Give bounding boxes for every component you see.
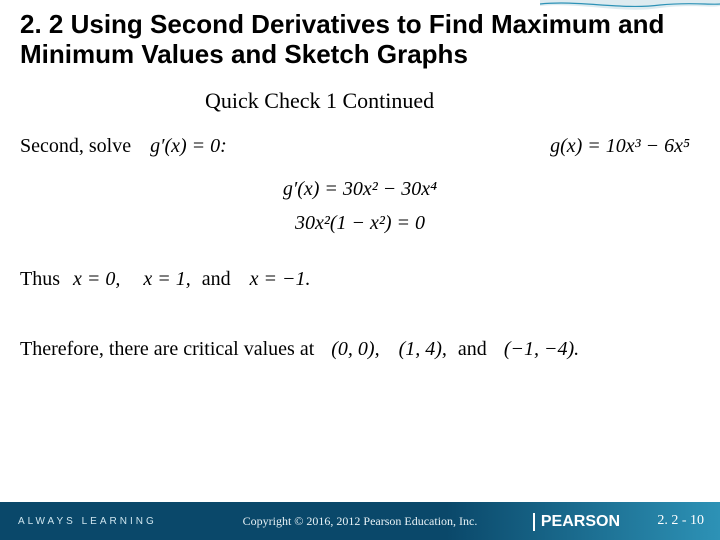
thus-and: and xyxy=(202,268,231,290)
footer-bar: ALWAYS LEARNING Copyright © 2016, 2012 P… xyxy=(0,502,720,540)
subtitle: Quick Check 1 Continued xyxy=(205,88,434,114)
always-learning-tagline: ALWAYS LEARNING xyxy=(0,516,157,527)
label-thus: Thus xyxy=(20,268,60,290)
label-second-solve: Second, solve xyxy=(20,135,131,157)
label-therefore: Therefore, there are critical values at xyxy=(20,338,314,360)
eq-definition: g(x) = 10x³ − 6x⁵ xyxy=(550,135,690,158)
pearson-logo: PEARSON xyxy=(533,513,620,531)
line-thus: Thus x = 0, x = 1, and x = −1. xyxy=(20,268,311,291)
thus-x1: x = 1, xyxy=(143,268,190,290)
copyright-text: Copyright © 2016, 2012 Pearson Education… xyxy=(243,514,478,529)
thus-xm1: x = −1. xyxy=(250,268,311,290)
pt-m1m4: (−1, −4). xyxy=(504,338,579,360)
eq-derivative: g′(x) = 30x² − 30x⁴ xyxy=(0,178,720,201)
pt-14: (1, 4), xyxy=(399,338,447,360)
pt-and: and xyxy=(458,338,487,360)
line-therefore: Therefore, there are critical values at … xyxy=(20,338,579,361)
page-title: 2. 2 Using Second Derivatives to Find Ma… xyxy=(0,0,720,70)
slide-number: 2. 2 - 10 xyxy=(657,513,704,529)
eq-gprime-zero: g′(x) = 0: xyxy=(150,135,227,157)
thus-x0: x = 0, xyxy=(73,268,120,290)
pearson-bar-icon xyxy=(533,513,535,531)
slide: 2. 2 Using Second Derivatives to Find Ma… xyxy=(0,0,720,540)
pt-00: (0, 0), xyxy=(331,338,379,360)
text-second-solve: Second, solve g′(x) = 0: xyxy=(20,135,227,158)
pearson-brand-text: PEARSON xyxy=(541,513,620,531)
eq-factored: 30x²(1 − x²) = 0 xyxy=(0,212,720,235)
